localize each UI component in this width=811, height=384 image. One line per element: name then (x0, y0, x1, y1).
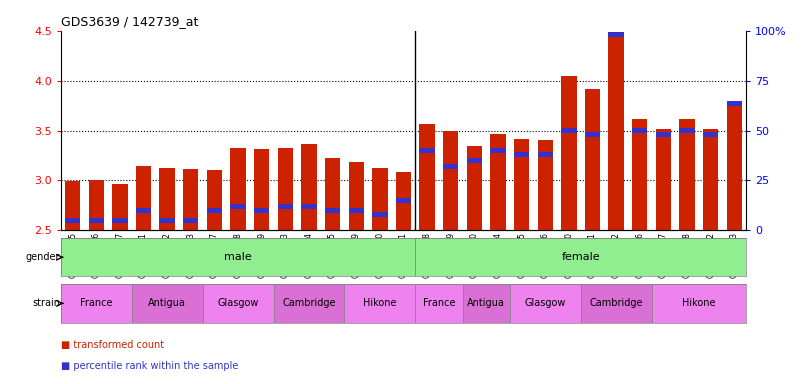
Text: France: France (423, 298, 455, 308)
Text: France: France (80, 298, 113, 308)
Bar (254, 208, 269, 213)
Bar (277, 204, 293, 209)
Bar (727, 103, 742, 230)
Bar (88, 180, 104, 230)
Bar (656, 132, 671, 137)
Bar (65, 218, 80, 223)
Bar (415, 238, 746, 276)
Bar (510, 284, 581, 323)
Bar (703, 132, 719, 137)
Bar (349, 162, 364, 230)
Text: Antigua: Antigua (148, 298, 186, 308)
Text: Cambridge: Cambridge (590, 298, 643, 308)
Bar (131, 284, 203, 323)
Bar (396, 172, 411, 230)
Bar (466, 158, 482, 163)
Bar (514, 152, 530, 157)
Text: gender: gender (26, 252, 60, 262)
Bar (419, 148, 435, 153)
Bar (703, 129, 719, 230)
Bar (491, 134, 506, 230)
Text: male: male (224, 252, 252, 262)
Bar (254, 149, 269, 230)
Bar (301, 204, 316, 209)
Bar (656, 129, 671, 230)
Bar (419, 124, 435, 230)
Bar (561, 128, 577, 133)
Bar (61, 238, 415, 276)
Bar (608, 34, 624, 230)
Bar (585, 132, 600, 137)
Bar (273, 284, 345, 323)
Bar (301, 144, 316, 230)
Bar (183, 169, 199, 230)
Text: ■ transformed count: ■ transformed count (61, 340, 164, 350)
Bar (585, 89, 600, 230)
Bar (632, 128, 647, 133)
Bar (415, 284, 462, 323)
Bar (581, 284, 651, 323)
Bar (632, 119, 647, 230)
Bar (230, 204, 246, 209)
Bar (491, 148, 506, 153)
Bar (183, 218, 199, 223)
Text: Hikone: Hikone (363, 298, 397, 308)
Bar (136, 166, 151, 230)
Bar (680, 128, 695, 133)
Bar (160, 167, 175, 230)
Bar (538, 152, 553, 157)
Bar (608, 33, 624, 37)
Bar (349, 208, 364, 213)
Text: Cambridge: Cambridge (282, 298, 336, 308)
Text: Glasgow: Glasgow (525, 298, 566, 308)
Text: female: female (561, 252, 600, 262)
Bar (561, 76, 577, 230)
Bar (325, 157, 341, 230)
Bar (88, 218, 104, 223)
Text: ■ percentile rank within the sample: ■ percentile rank within the sample (61, 361, 238, 371)
Bar (207, 170, 222, 230)
Text: Glasgow: Glasgow (217, 298, 259, 308)
Bar (277, 147, 293, 230)
Bar (372, 212, 388, 217)
Text: Antigua: Antigua (467, 298, 505, 308)
Bar (112, 184, 127, 230)
Bar (325, 208, 341, 213)
Bar (462, 284, 510, 323)
Bar (136, 208, 151, 213)
Bar (207, 208, 222, 213)
Bar (396, 198, 411, 203)
Bar (203, 284, 273, 323)
Bar (680, 119, 695, 230)
Bar (727, 101, 742, 106)
Bar (514, 139, 530, 230)
Bar (651, 284, 746, 323)
Bar (443, 131, 458, 230)
Bar (65, 182, 80, 230)
Bar (160, 218, 175, 223)
Text: Hikone: Hikone (682, 298, 715, 308)
Bar (112, 218, 127, 223)
Text: strain: strain (32, 298, 60, 308)
Bar (345, 284, 415, 323)
Bar (372, 169, 388, 230)
Bar (443, 164, 458, 169)
Bar (61, 284, 131, 323)
Bar (538, 139, 553, 230)
Text: GDS3639 / 142739_at: GDS3639 / 142739_at (61, 15, 198, 28)
Bar (466, 146, 482, 230)
Bar (230, 147, 246, 230)
